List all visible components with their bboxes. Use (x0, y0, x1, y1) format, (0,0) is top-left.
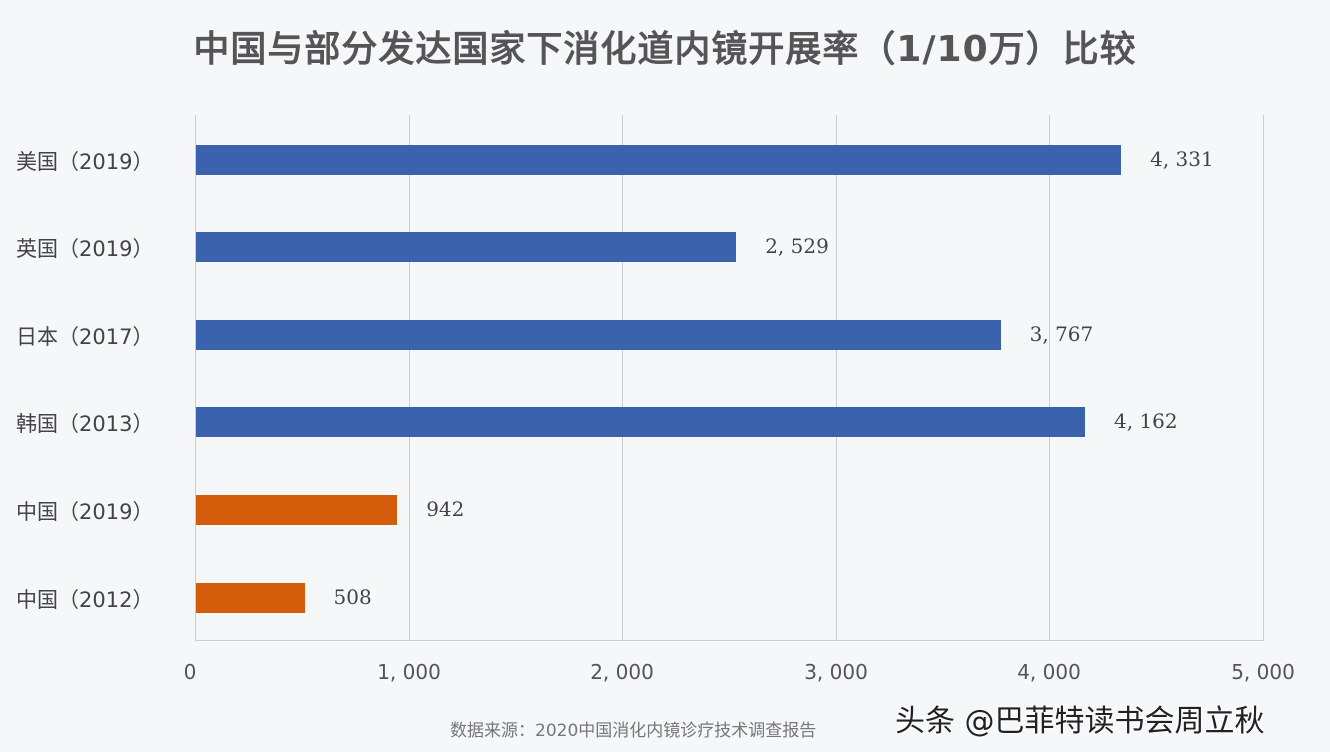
x-tick-label: 2, 000 (590, 660, 654, 684)
x-axis-line (195, 640, 1263, 641)
chart-title: 中国与部分发达国家下消化道内镜开展率（1/10万）比较 (193, 29, 1137, 70)
gridline (836, 115, 837, 641)
gridline (409, 115, 410, 641)
category-label: 日本（2017） (16, 325, 154, 349)
gridline (1263, 115, 1264, 641)
value-label: 942 (426, 497, 465, 521)
x-tick-label: 3, 000 (804, 660, 868, 684)
bar-china-2019 (196, 495, 398, 525)
value-label: 4, 331 (1150, 147, 1214, 171)
category-label: 美国（2019） (16, 150, 154, 174)
x-tick-label: 5, 000 (1231, 660, 1295, 684)
x-tick-label: 4, 000 (1017, 660, 1081, 684)
value-label: 3, 767 (1029, 322, 1094, 346)
x-tick-label: 0 (183, 660, 197, 684)
bar-uk-2019 (196, 232, 737, 262)
value-label: 508 (333, 585, 372, 609)
gridline (622, 115, 623, 641)
bar-japan-2017 (196, 320, 1001, 350)
category-label: 英国（2019） (16, 237, 154, 261)
bar-china-2012 (196, 583, 305, 613)
bar-korea-2013 (196, 407, 1085, 437)
value-label: 2, 529 (765, 234, 829, 258)
plot-area: 4, 331 2, 529 3, 767 4, 162 942 508 (195, 115, 1264, 641)
x-tick-label: 1, 000 (377, 660, 441, 684)
bar-usa-2019 (196, 145, 1122, 175)
category-label: 中国（2019） (16, 500, 154, 524)
source-note: 数据来源：2020中国消化内镜诊疗技术调查报告 (450, 721, 817, 741)
watermark: 头条 @巴菲特读书会周立秋 (895, 704, 1265, 739)
gridline (195, 115, 196, 641)
gridline (1049, 115, 1050, 641)
category-label: 中国（2012） (16, 588, 154, 612)
category-label: 韩国（2013） (16, 412, 154, 436)
value-label: 4, 162 (1114, 409, 1178, 433)
